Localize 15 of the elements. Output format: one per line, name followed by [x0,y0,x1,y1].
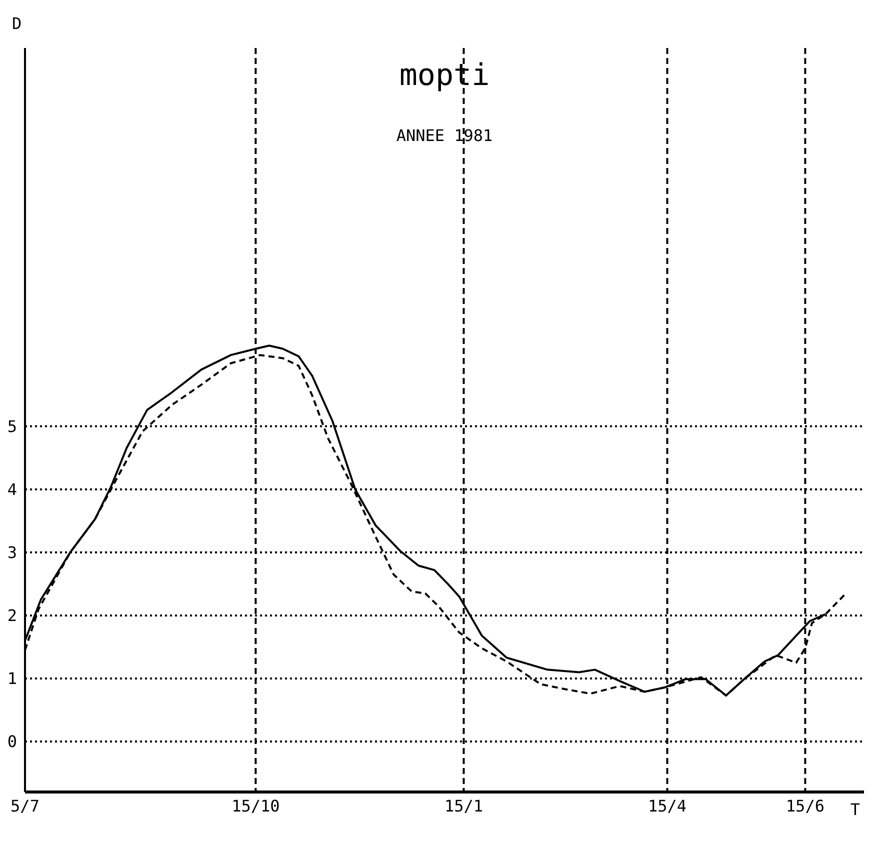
x-axis-title: T [850,800,860,819]
y-tick-label: 5 [7,416,17,436]
x-tick-label: 15/1 [444,796,483,816]
x-tick-label: 5/7 [10,796,40,816]
y-tick-label: 1 [7,669,17,688]
y-tick-label: 4 [7,480,17,500]
y-tick-label: 2 [7,606,17,626]
x-tick-label: 15/4 [648,796,687,816]
chart-title: mopti [398,58,491,93]
x-tick-label: 15/6 [786,796,824,816]
text: ANNEE 1981 [395,126,494,145]
x-tick-label: 15/10 [232,796,280,816]
y-tick-label: 3 [7,543,17,562]
y-axis-title: D [12,14,22,33]
y-tick-label: 0 [7,732,17,752]
